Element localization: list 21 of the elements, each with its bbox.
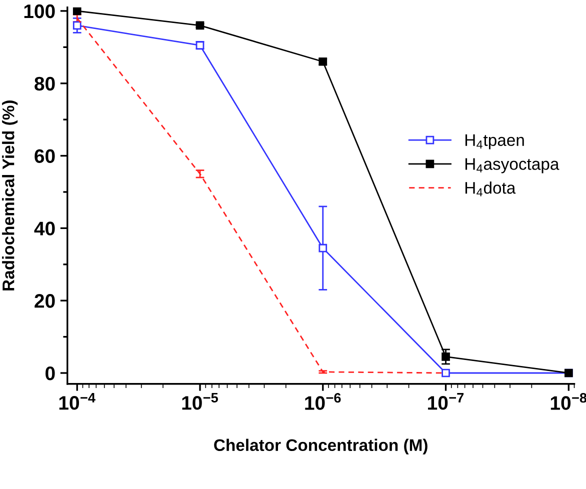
y-tick-label: 80 bbox=[34, 76, 55, 91]
point bbox=[442, 352, 450, 361]
y-tick-label: 40 bbox=[34, 222, 55, 236]
y-tick-label: 20 bbox=[34, 294, 55, 308]
point bbox=[72, 7, 82, 16]
legend-label: H$_{4}$tpaen bbox=[465, 134, 524, 150]
point bbox=[442, 368, 450, 378]
x-tick-label: 10$^{−7}$ bbox=[428, 393, 464, 410]
x-tick-label: 10$^{−4}$ bbox=[59, 393, 96, 410]
x-tick-label: 10$^{−5}$ bbox=[182, 393, 218, 410]
y-axis-title: Radiochemical Yield (%) bbox=[2, 100, 18, 290]
y-tick-label: 100 bbox=[24, 4, 55, 18]
point bbox=[318, 244, 328, 252]
y-tick-label: 0 bbox=[46, 366, 55, 380]
point bbox=[196, 21, 204, 30]
legend-label: H$_{4}$asyoctapa bbox=[465, 158, 560, 174]
x-axis-title: Chelator Concentration (M) bbox=[214, 438, 428, 454]
y-tick-label: 60 bbox=[34, 149, 55, 164]
legend-label: H$_{4}$dota bbox=[465, 182, 516, 196]
point bbox=[72, 21, 82, 30]
x-tick-label: 10$^{−6}$ bbox=[305, 393, 341, 410]
